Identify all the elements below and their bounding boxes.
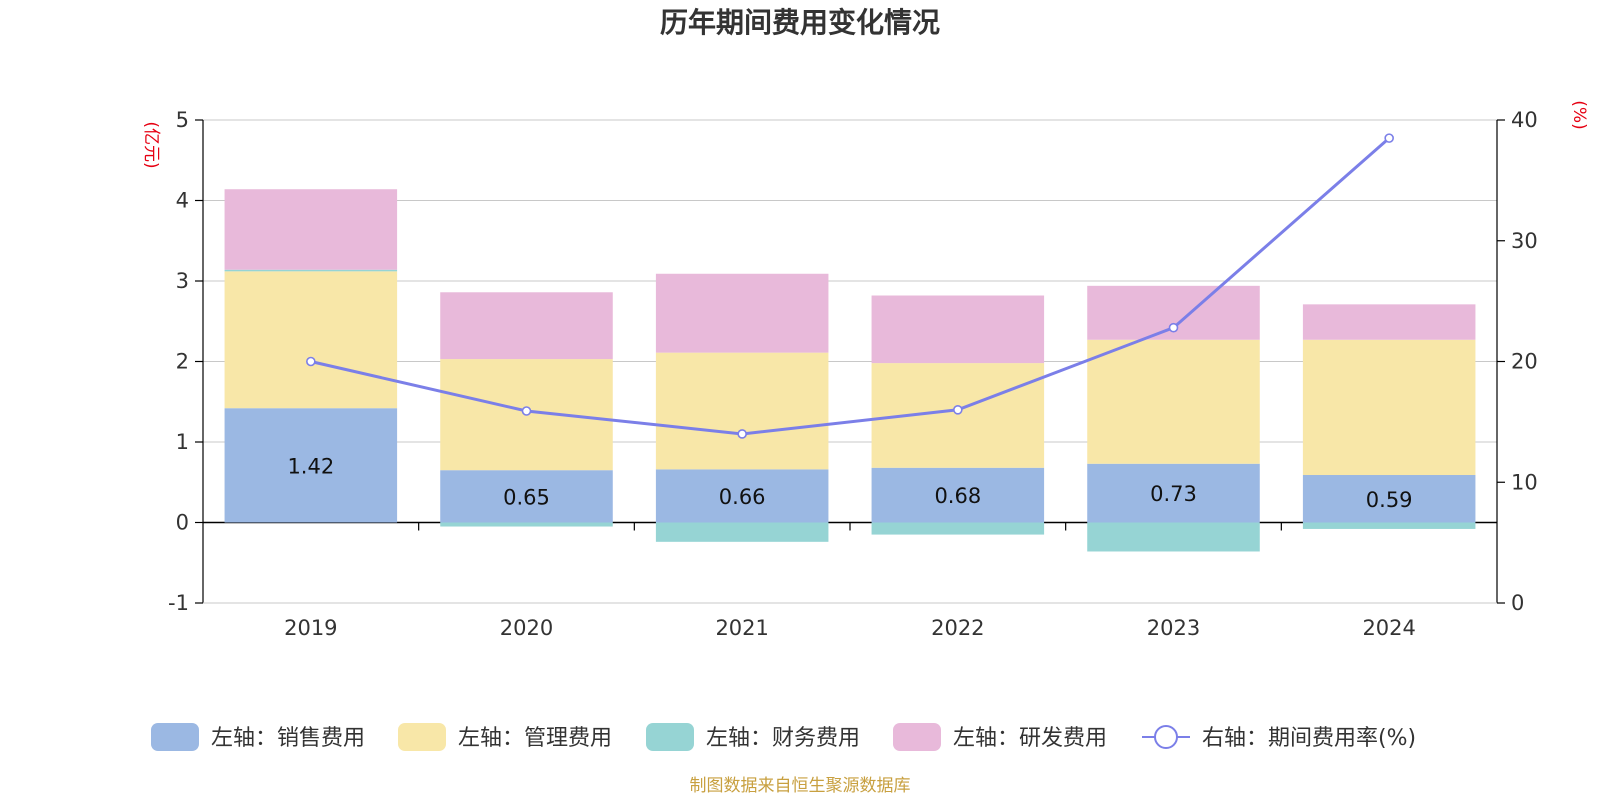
bar-segment <box>1302 475 1476 523</box>
x-tick-label: 2020 <box>500 616 553 640</box>
left-tick-label: 1 <box>176 430 189 454</box>
bar-segment <box>871 467 1045 523</box>
line-point <box>737 429 747 439</box>
right-tick-label: 0 <box>1511 591 1524 615</box>
line-series <box>306 133 1394 439</box>
data-label: 0.66 <box>719 485 766 509</box>
bar-series <box>224 189 1476 552</box>
right-tick-label: 40 <box>1511 108 1538 132</box>
bar-segment <box>871 522 1045 535</box>
bar-segment <box>224 269 398 272</box>
bar-segment <box>224 189 398 270</box>
left-axis-unit: (亿元) <box>141 121 161 168</box>
bar-segment <box>440 292 613 360</box>
left-tick-label: 5 <box>176 108 189 132</box>
data-label: 0.65 <box>503 485 550 509</box>
right-tick-label: 20 <box>1511 350 1538 374</box>
bar-segment <box>224 408 398 523</box>
data-label: 0.68 <box>934 484 981 508</box>
legend-label: 左轴：研发费用 <box>953 726 1107 751</box>
line-point <box>306 356 316 367</box>
bar-segment <box>655 273 829 353</box>
line-point <box>521 406 532 416</box>
left-tick-label: -1 <box>168 591 189 615</box>
x-tick-label: 2023 <box>1147 616 1200 640</box>
left-tick-label: 0 <box>176 511 189 535</box>
bar-segment <box>1302 339 1476 476</box>
legend-label: 左轴：管理费用 <box>458 726 612 751</box>
right-axis-unit: (%) <box>1569 100 1589 129</box>
bar-segment <box>1087 522 1260 552</box>
legend: 左轴：销售费用 左轴：管理费用 左轴：财务费用 左轴：研发费用 右轴：期间费用率(%) <box>151 723 1416 751</box>
bar-segment <box>440 522 613 527</box>
left-tick-label: 3 <box>176 269 189 293</box>
right-tick-label: 30 <box>1511 229 1538 253</box>
legend-label: 右轴：期间费用率(%) <box>1202 726 1416 751</box>
bar-segment <box>1302 304 1476 340</box>
x-tick-label: 2019 <box>284 616 337 640</box>
bar-segment <box>1087 339 1260 464</box>
bar-segment <box>655 352 829 470</box>
legend-label: 左轴：销售费用 <box>211 726 365 751</box>
chart-title: 历年期间费用变化情况 <box>660 6 940 39</box>
bar-segment <box>655 522 829 542</box>
legend-marker <box>1154 725 1178 749</box>
x-tick-label: 2022 <box>931 616 984 640</box>
data-label: 0.73 <box>1150 482 1197 506</box>
data-labels: 1.42 0.65 0.66 0.68 0.73 0.59 <box>287 454 1412 511</box>
legend-swatch <box>398 723 446 751</box>
line-point <box>953 404 963 415</box>
right-tick-label: 10 <box>1511 470 1538 494</box>
line-point <box>1384 133 1394 143</box>
legend-swatch <box>893 723 941 751</box>
axes: -1 0 1 2 3 4 5 0 10 20 30 40 2019 2020 2021 2022 2023 202… <box>168 108 1538 640</box>
bar-segment <box>1302 522 1476 529</box>
left-tick-label: 4 <box>176 189 189 213</box>
bar-segment <box>440 470 613 523</box>
data-label: 0.59 <box>1366 488 1413 512</box>
line-point <box>1168 322 1179 333</box>
x-tick-label: 2024 <box>1362 616 1415 640</box>
bar-segment <box>1087 463 1260 523</box>
legend-label: 左轴：财务费用 <box>706 726 860 751</box>
bar-segment <box>655 469 829 523</box>
bar-segment <box>871 295 1045 364</box>
legend-swatch <box>151 723 199 751</box>
data-label: 1.42 <box>287 454 334 478</box>
source-note: 制图数据来自恒生聚源数据库 <box>690 776 911 796</box>
x-tick-label: 2021 <box>715 616 768 640</box>
line-path <box>310 136 1391 436</box>
bar-segment <box>224 271 398 409</box>
legend-swatch <box>646 723 694 751</box>
left-tick-label: 2 <box>176 350 189 374</box>
